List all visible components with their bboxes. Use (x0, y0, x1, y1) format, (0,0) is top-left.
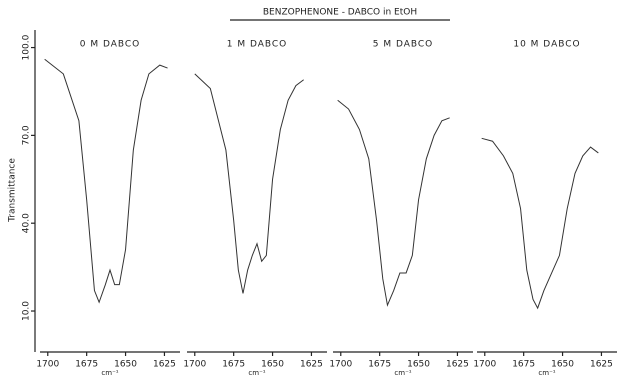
panel-title: 10 M DABCO (513, 40, 580, 50)
panel-title: 5 M DABCO (373, 40, 434, 50)
panel-title: 1 M DABCO (227, 40, 288, 50)
spectrum-line (337, 99, 450, 307)
x-axis-label: cm⁻¹ (394, 369, 411, 376)
x-axis-label: cm⁻¹ (538, 369, 555, 376)
x-tick-label: 1650 (551, 360, 574, 370)
spectrum-line (481, 137, 599, 310)
x-tick-label: 1675 (222, 360, 245, 370)
x-tick-label: 1675 (368, 360, 391, 370)
x-tick-label: 1650 (261, 360, 284, 370)
y-tick-label: 40.0 (22, 213, 32, 233)
x-tick-label: 1700 (36, 360, 59, 370)
y-tick-label: 70.0 (22, 125, 32, 145)
x-tick-label: 1650 (407, 360, 430, 370)
x-tick-label: 1700 (473, 360, 496, 370)
y-tick-label: 100.0 (22, 34, 32, 60)
y-tick-label: 10.0 (22, 301, 32, 321)
x-tick-label: 1625 (590, 360, 613, 370)
x-tick-label: 1625 (446, 360, 469, 370)
x-tick-label: 1675 (512, 360, 535, 370)
spectrum-line (194, 73, 304, 294)
spectrum-line (44, 58, 168, 304)
x-axis-label: cm⁻¹ (101, 369, 118, 376)
x-tick-label: 1625 (300, 360, 323, 370)
y-axis-label: Transmittance (8, 158, 18, 223)
chart-title: BENZOPHENONE - DABCO in EtOH (263, 8, 417, 18)
x-tick-label: 1700 (183, 360, 206, 370)
x-tick-label: 1700 (329, 360, 352, 370)
x-axis-label: cm⁻¹ (248, 369, 265, 376)
x-tick-label: 1650 (114, 360, 137, 370)
x-tick-label: 1675 (75, 360, 98, 370)
x-tick-label: 1625 (153, 360, 176, 370)
panel-title: 0 M DABCO (80, 40, 141, 50)
